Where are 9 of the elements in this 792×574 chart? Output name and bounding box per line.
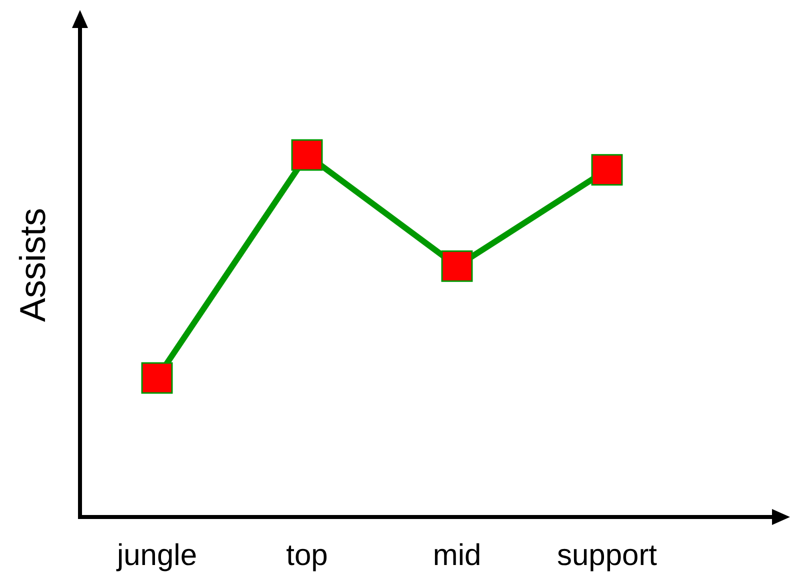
x-tick-label: jungle [116,539,198,572]
point [441,250,473,282]
point [141,362,173,394]
x-tick-label: top [286,539,328,572]
x-tick-label: support [556,539,658,572]
x-tick-label: mid [432,539,482,572]
y-axis-title: Assists [12,208,53,322]
point [591,154,623,186]
point [291,139,323,171]
